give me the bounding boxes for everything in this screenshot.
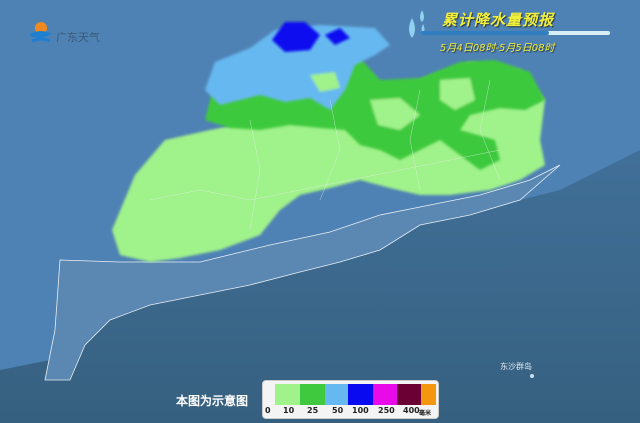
dongsha-island [530,374,534,378]
legend-tick: 400 [403,406,420,415]
legend-unit: 毫米 [419,410,432,417]
legend-tick: 25 [307,406,319,415]
legend-tick: 100 [352,406,369,415]
water-drops-icon [409,10,425,38]
legend-swatch-25-50 [325,384,348,405]
title-progress-fill [420,31,550,35]
legend-tick: 10 [283,406,295,415]
county-borders [149,79,501,231]
map-title: 累计降水量预报 [442,11,555,29]
guangdong-weather-logo-icon [30,22,52,43]
legend-tick: 50 [332,406,344,415]
dongsha-label: 东沙群岛 [500,362,532,371]
legend-tick: 250 [378,406,395,415]
rainfall-legend: 0 10 25 50 100 250 400 毫米 [262,380,439,419]
legend-swatch-400-plus [421,384,436,405]
rainfall-zone-25-50 [205,25,390,110]
legend-swatch-0-10 [275,384,300,405]
legend-swatch-50-100 [348,384,373,405]
schematic-note: 本图为示意图 [176,394,249,408]
forecast-period: 5月4日08时-5月5日08时 [440,43,555,54]
legend-swatch-100-250 [373,384,397,405]
legend-tick: 0 [265,406,271,415]
legend-swatch-250-400 [397,384,421,405]
coastal-area [44,164,561,381]
title-progress-bar [420,31,610,35]
legend-swatch-10-25 [300,384,325,405]
logo-text: 广东天气 [56,31,100,44]
rainfall-zone-50-100 [272,22,350,52]
